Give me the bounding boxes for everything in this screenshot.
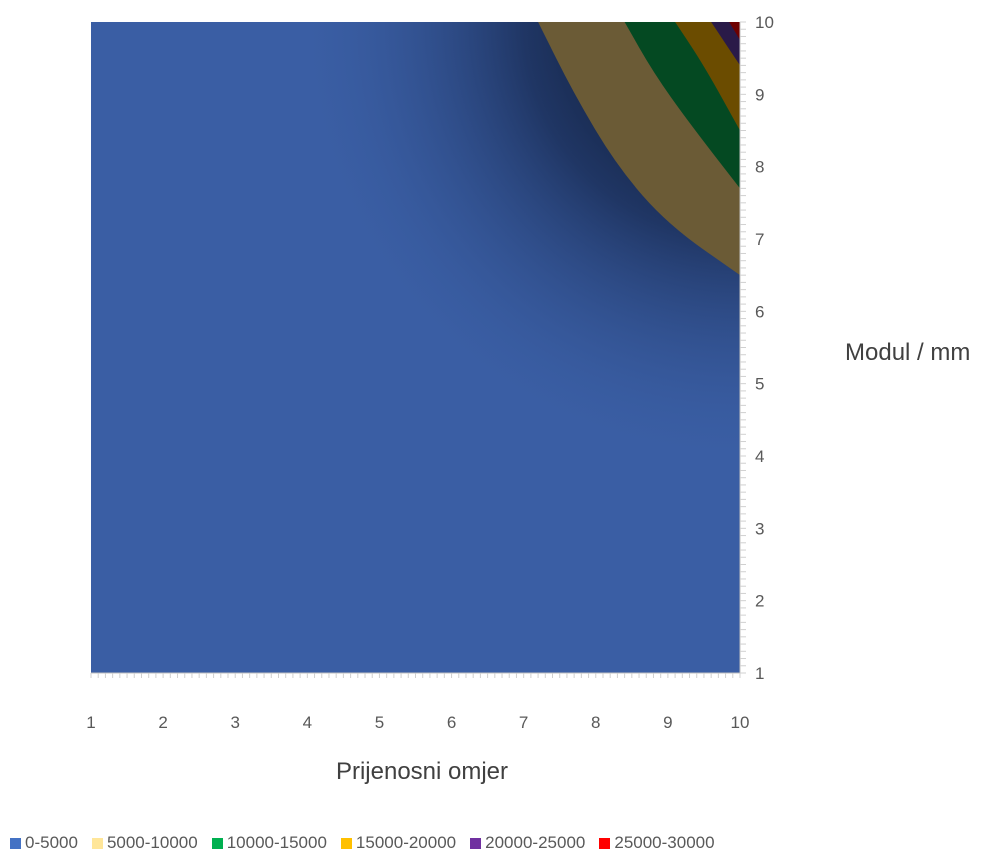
legend-item: 20000-25000: [470, 833, 585, 853]
y-tick-label: 4: [755, 447, 764, 466]
y-tick-label: 1: [755, 664, 764, 683]
x-tick-label: 1: [86, 713, 95, 732]
x-tick-label: 10: [731, 713, 750, 732]
plot-area: [91, 22, 740, 673]
x-tick-label: 5: [375, 713, 384, 732]
x-tick-label: 9: [663, 713, 672, 732]
legend-item: 25000-30000: [599, 833, 715, 853]
x-tick-label: 8: [591, 713, 600, 732]
y-tick-label: 6: [755, 302, 764, 321]
legend-swatch: [91, 837, 103, 849]
legend-label: 15000-20000: [355, 833, 457, 852]
x-tick-label: 2: [158, 713, 167, 732]
x-tick-label: 7: [519, 713, 528, 732]
legend-swatch: [211, 837, 223, 849]
legend-swatch: [10, 837, 21, 849]
legend-label: 10000-15000: [226, 833, 327, 852]
contour-band-20000: [711, 22, 740, 66]
y-tick-label: 3: [755, 519, 764, 538]
y-tick-label: 2: [755, 592, 764, 611]
legend-item: 15000-20000: [340, 833, 457, 853]
legend-label: 25000-30000: [614, 833, 715, 852]
contour-band-15000: [675, 22, 740, 131]
y-axis-title: Modul / mm: [845, 339, 970, 366]
legend-label: 5000-10000: [106, 833, 198, 852]
y-tick-label: 8: [755, 158, 764, 177]
legend-swatch: [599, 837, 611, 849]
legend: 0-5000 5000-10000 10000-15000 15000-20000 20…: [10, 833, 715, 853]
legend-label: 20000-25000: [485, 833, 586, 852]
x-axis: 1 2 3 4 5 6 7 8 9 10: [86, 672, 750, 732]
x-tick-label: 3: [230, 713, 239, 732]
y-tick-label: 10: [755, 13, 774, 32]
y-tick-label: 7: [755, 230, 764, 249]
x-axis-title: Prijenosni omjer: [336, 758, 508, 785]
y-axis: 1 2 3 4 5 6 7 8 9 10: [739, 13, 774, 683]
y-tick-label: 9: [755, 85, 764, 104]
x-tick-label: 6: [447, 713, 456, 732]
legend-item: 10000-15000: [211, 833, 327, 853]
legend-swatch: [340, 837, 352, 849]
legend-label: 0-5000: [25, 833, 78, 852]
contour-band-25000: [729, 22, 740, 41]
y-tick-label: 5: [755, 375, 764, 394]
legend-swatch: [470, 837, 482, 849]
legend-item: 5000-10000: [91, 833, 198, 853]
x-tick-label: 4: [303, 713, 312, 732]
legend-item: 0-5000: [10, 833, 78, 853]
